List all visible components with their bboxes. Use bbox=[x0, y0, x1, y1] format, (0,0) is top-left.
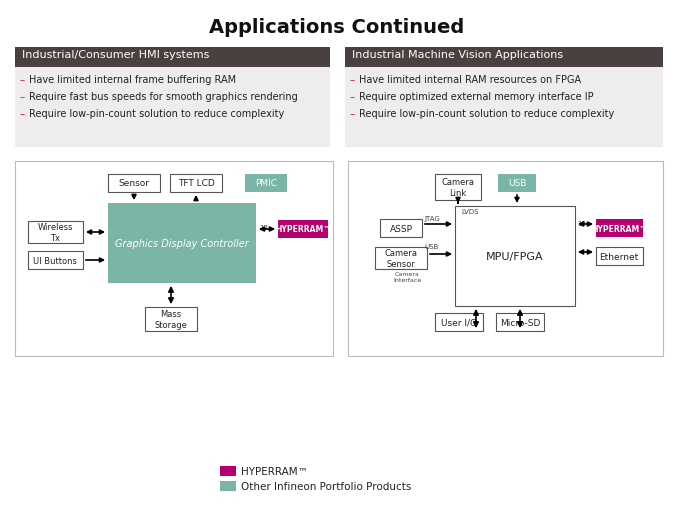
Text: Require low-pin-count solution to reduce complexity: Require low-pin-count solution to reduce… bbox=[29, 109, 284, 119]
Text: Industrial Machine Vision Applications: Industrial Machine Vision Applications bbox=[352, 50, 563, 60]
Text: UI Buttons: UI Buttons bbox=[33, 256, 77, 265]
Text: 12: 12 bbox=[260, 225, 269, 231]
Text: Graphics Display Controller: Graphics Display Controller bbox=[115, 238, 249, 248]
Bar bbox=[15, 48, 330, 147]
Bar bbox=[220, 481, 236, 491]
Text: Camera
Sensor: Camera Sensor bbox=[385, 249, 418, 268]
Text: Other Infineon Portfolio Products: Other Infineon Portfolio Products bbox=[241, 481, 411, 491]
Bar bbox=[380, 220, 422, 237]
Bar bbox=[108, 204, 256, 283]
Text: Applications Continued: Applications Continued bbox=[209, 18, 464, 37]
Bar bbox=[28, 251, 83, 270]
Text: Have limited internal frame buffering RAM: Have limited internal frame buffering RA… bbox=[29, 75, 236, 85]
Bar bbox=[145, 308, 197, 331]
Text: –: – bbox=[20, 109, 25, 119]
Text: JTAG: JTAG bbox=[424, 216, 439, 222]
Bar bbox=[375, 247, 427, 270]
Text: Require low-pin-count solution to reduce complexity: Require low-pin-count solution to reduce… bbox=[359, 109, 614, 119]
Bar bbox=[170, 175, 222, 192]
Bar bbox=[596, 247, 643, 266]
Text: USB: USB bbox=[424, 243, 438, 249]
Bar bbox=[498, 175, 536, 192]
Bar bbox=[15, 48, 330, 68]
Text: Camera
Link: Camera Link bbox=[441, 178, 475, 197]
Bar bbox=[455, 207, 575, 307]
Bar bbox=[596, 220, 643, 237]
Text: HYPERRAM™: HYPERRAM™ bbox=[591, 224, 647, 233]
Text: Require fast bus speeds for smooth graphics rendering: Require fast bus speeds for smooth graph… bbox=[29, 92, 298, 102]
Bar bbox=[245, 175, 287, 192]
Text: –: – bbox=[350, 109, 355, 119]
Bar bbox=[435, 175, 481, 200]
Text: LVDS: LVDS bbox=[461, 209, 479, 215]
Text: Wireless
Tx: Wireless Tx bbox=[37, 223, 73, 242]
Text: Mass
Storage: Mass Storage bbox=[155, 310, 188, 329]
Text: MPU/FPGA: MPU/FPGA bbox=[486, 251, 544, 262]
Bar bbox=[278, 221, 328, 238]
Text: Industrial/Consumer HMI systems: Industrial/Consumer HMI systems bbox=[22, 50, 209, 60]
Bar bbox=[28, 222, 83, 243]
Text: HYPERRAM™: HYPERRAM™ bbox=[275, 225, 331, 234]
Bar bbox=[15, 162, 333, 357]
Bar bbox=[345, 48, 663, 147]
Text: User I/O: User I/O bbox=[441, 318, 477, 327]
Text: Camera
Interface: Camera Interface bbox=[393, 272, 421, 282]
Text: 12: 12 bbox=[578, 221, 587, 227]
Text: Require optimized external memory interface IP: Require optimized external memory interf… bbox=[359, 92, 593, 102]
Text: PMIC: PMIC bbox=[255, 179, 277, 188]
Bar bbox=[496, 314, 544, 331]
Text: Ethernet: Ethernet bbox=[599, 252, 639, 261]
Text: –: – bbox=[350, 92, 355, 102]
Text: Sensor: Sensor bbox=[119, 179, 149, 188]
Text: –: – bbox=[20, 75, 25, 85]
Bar bbox=[348, 162, 663, 357]
Text: –: – bbox=[350, 75, 355, 85]
Bar bbox=[108, 175, 160, 192]
Text: –: – bbox=[20, 92, 25, 102]
Bar bbox=[345, 48, 663, 68]
Text: TFT LCD: TFT LCD bbox=[178, 179, 215, 188]
Bar bbox=[435, 314, 483, 331]
Bar bbox=[220, 466, 236, 476]
Text: USB: USB bbox=[508, 179, 526, 188]
Text: Micro-SD: Micro-SD bbox=[500, 318, 540, 327]
Text: HYPERRAM™: HYPERRAM™ bbox=[241, 466, 308, 476]
Text: ASSP: ASSP bbox=[389, 224, 412, 233]
Text: Have limited internal RAM resources on FPGA: Have limited internal RAM resources on F… bbox=[359, 75, 581, 85]
